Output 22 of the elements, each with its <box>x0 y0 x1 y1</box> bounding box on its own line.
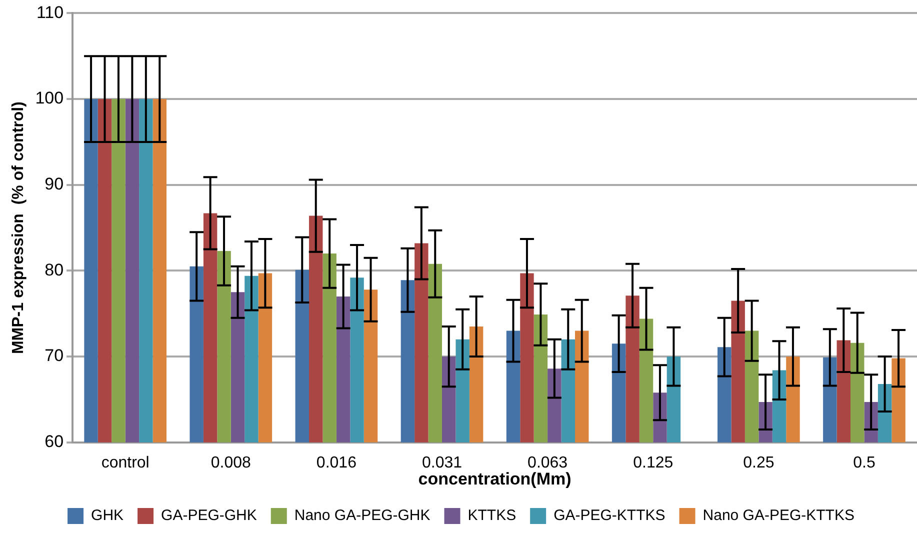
y-tick-label: 60 <box>44 432 64 452</box>
y-tick-label: 90 <box>44 174 64 194</box>
x-tick-label: 0.25 <box>743 454 774 472</box>
legend-label: GA-PEG-KTTKS <box>554 507 666 524</box>
y-axis-title: MMP-1 expression (% of control) <box>10 102 28 354</box>
legend-label: Nano GA-PEG-KTTKS <box>702 507 854 524</box>
x-tick-label: 0.5 <box>853 454 876 472</box>
legend-label: Nano GA-PEG-GHK <box>294 507 430 524</box>
y-tick-label: 110 <box>36 2 64 22</box>
y-tick-label: 80 <box>44 260 64 280</box>
legend-label: GHK <box>91 507 124 524</box>
x-tick-label: 0.008 <box>210 454 252 472</box>
x-tick-label: 0.031 <box>422 454 462 472</box>
x-tick-label: control <box>101 454 150 472</box>
y-tick-label: 70 <box>44 346 64 366</box>
x-axis-title: concentration(Mm) <box>418 469 572 488</box>
x-tick-label: 0.016 <box>316 454 357 472</box>
legend-label: KTTKS <box>468 507 516 524</box>
x-tick-label: 0.125 <box>633 454 674 472</box>
x-tick-label: 0.063 <box>528 454 568 472</box>
y-tick-label: 100 <box>35 88 64 108</box>
legend-label: GA-PEG-GHK <box>161 507 257 524</box>
